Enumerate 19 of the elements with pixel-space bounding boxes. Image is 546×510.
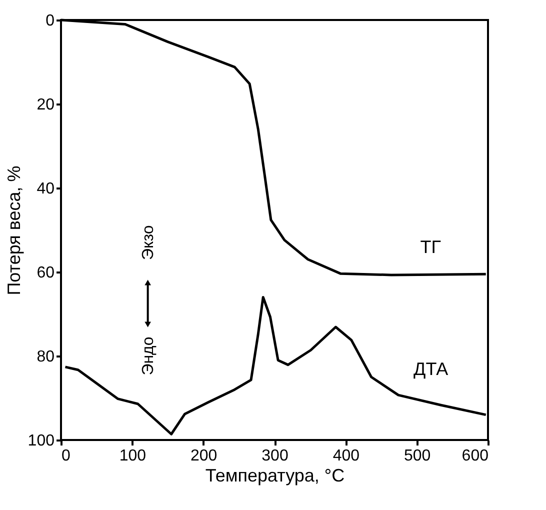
y-tick-label: 60 [36, 264, 55, 282]
x-axis-title: Температура, °C [205, 466, 345, 486]
y-tick-label: 80 [36, 348, 55, 366]
x-tick-label: 400 [332, 448, 360, 464]
series-label: ДТА [414, 359, 448, 380]
x-tick-label: 500 [404, 448, 431, 464]
annotation: Экзо [140, 225, 157, 260]
annotation: Эндо [140, 336, 157, 376]
y-axis-title: Потеря веса, % [4, 166, 24, 296]
y-tick-label: 100 [28, 432, 55, 450]
x-tick-label: 100 [119, 448, 146, 464]
y-tick-label: 0 [46, 12, 55, 30]
x-tick-label: 300 [262, 448, 288, 464]
x-tick-label: 600 [462, 448, 489, 464]
x-tick-label: 0 [62, 448, 70, 464]
y-tick-label: 40 [36, 180, 55, 198]
series-label: ТГ [420, 236, 442, 257]
y-tick-label: 20 [36, 96, 55, 114]
x-tick-label: 200 [190, 448, 218, 464]
